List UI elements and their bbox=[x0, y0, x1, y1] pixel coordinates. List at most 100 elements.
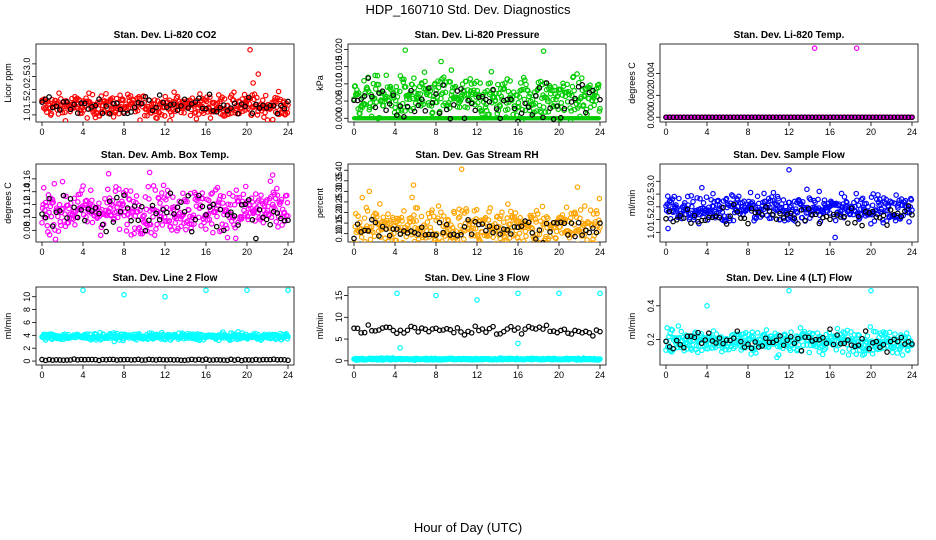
data-point bbox=[565, 88, 572, 95]
data-point bbox=[557, 114, 564, 121]
data-point bbox=[493, 240, 499, 242]
data-point bbox=[493, 224, 500, 231]
x-tick-label: 4 bbox=[392, 247, 397, 257]
data-point bbox=[57, 357, 63, 363]
data-point bbox=[249, 217, 256, 223]
y-tick-label: 2.0 bbox=[646, 201, 656, 214]
data-point bbox=[400, 79, 407, 86]
data-point bbox=[841, 340, 848, 347]
data-point bbox=[470, 225, 476, 232]
data-point bbox=[53, 356, 60, 363]
data-point bbox=[528, 224, 535, 231]
data-point bbox=[862, 114, 869, 121]
x-tick-label: 24 bbox=[283, 247, 293, 257]
data-point bbox=[153, 210, 159, 217]
data-point bbox=[483, 227, 489, 234]
data-point bbox=[490, 86, 496, 93]
data-point bbox=[869, 208, 876, 215]
data-point bbox=[720, 204, 726, 211]
data-point bbox=[281, 356, 288, 363]
panel-title: Stan. Dev. Amb. Box Temp. bbox=[101, 150, 229, 161]
data-point bbox=[787, 210, 794, 217]
data-point bbox=[859, 222, 865, 229]
data-point bbox=[845, 114, 851, 121]
data-point bbox=[728, 192, 735, 198]
data-point bbox=[415, 102, 421, 109]
data-point bbox=[99, 221, 106, 228]
data-point bbox=[809, 212, 815, 218]
data-point bbox=[574, 71, 580, 77]
data-point bbox=[458, 231, 464, 238]
data-point bbox=[873, 338, 880, 345]
outlier-point bbox=[515, 340, 521, 347]
y-tick-label: 3.0 bbox=[646, 175, 656, 188]
data-point bbox=[402, 108, 408, 114]
y-tick-label: 10 bbox=[22, 292, 32, 302]
data-point bbox=[171, 357, 177, 363]
data-point bbox=[236, 194, 243, 201]
data-point bbox=[702, 114, 709, 121]
data-point bbox=[49, 196, 56, 203]
data-point bbox=[103, 228, 109, 235]
data-point bbox=[429, 109, 436, 116]
data-point bbox=[231, 201, 238, 208]
data-point bbox=[263, 356, 270, 363]
outlier-point bbox=[105, 170, 112, 177]
data-point bbox=[529, 96, 536, 103]
data-point bbox=[401, 208, 407, 214]
data-point bbox=[693, 342, 700, 349]
data-point bbox=[564, 98, 571, 105]
data-point bbox=[48, 110, 55, 117]
data-point bbox=[557, 86, 564, 93]
data-point bbox=[499, 209, 505, 216]
data-point bbox=[253, 356, 259, 363]
data-point bbox=[441, 74, 447, 80]
x-tick-label: 0 bbox=[351, 370, 356, 380]
data-point bbox=[490, 229, 496, 236]
chart-panel: Stan. Dev. Gas Stream RH0 4 8 12 16 20 240.100… bbox=[315, 150, 607, 257]
data-point bbox=[168, 227, 175, 233]
data-point bbox=[730, 335, 737, 341]
data-point bbox=[698, 340, 705, 347]
data-point bbox=[103, 90, 109, 97]
data-point bbox=[909, 212, 915, 218]
x-tick-label: 16 bbox=[825, 127, 835, 137]
data-point bbox=[702, 217, 709, 224]
data-point bbox=[529, 230, 536, 236]
data-point bbox=[449, 224, 456, 231]
chart-panel: Stan. Dev. Amb. Box Temp.0 4 8 12 16 20 240.08… bbox=[3, 150, 295, 257]
data-point bbox=[114, 194, 120, 201]
x-tick-label: 16 bbox=[825, 247, 835, 257]
panel-title: Stan. Dev. Gas Stream RH bbox=[415, 150, 538, 161]
data-point bbox=[720, 114, 726, 121]
data-point bbox=[447, 232, 454, 238]
data-point bbox=[173, 95, 180, 101]
data-point bbox=[558, 100, 565, 106]
data-point bbox=[692, 329, 699, 335]
data-point bbox=[146, 97, 152, 103]
data-point bbox=[253, 235, 259, 242]
data-point bbox=[755, 209, 762, 216]
data-point bbox=[663, 114, 669, 121]
data-point bbox=[698, 114, 705, 121]
data-point bbox=[185, 357, 191, 363]
data-point bbox=[534, 211, 541, 217]
data-point bbox=[684, 206, 691, 213]
data-point bbox=[802, 334, 808, 340]
data-point bbox=[532, 216, 539, 223]
data-point bbox=[862, 328, 869, 334]
data-point bbox=[571, 87, 577, 94]
data-point bbox=[864, 333, 871, 339]
data-point bbox=[691, 114, 698, 121]
data-point bbox=[540, 240, 546, 242]
data-point bbox=[497, 86, 504, 92]
data-point bbox=[156, 356, 163, 363]
data-point bbox=[127, 93, 134, 99]
x-tick-label: 24 bbox=[283, 370, 293, 380]
data-point bbox=[376, 233, 382, 239]
data-point bbox=[572, 233, 578, 240]
data-point bbox=[443, 221, 450, 228]
data-point bbox=[114, 100, 120, 107]
data-point bbox=[167, 356, 174, 363]
